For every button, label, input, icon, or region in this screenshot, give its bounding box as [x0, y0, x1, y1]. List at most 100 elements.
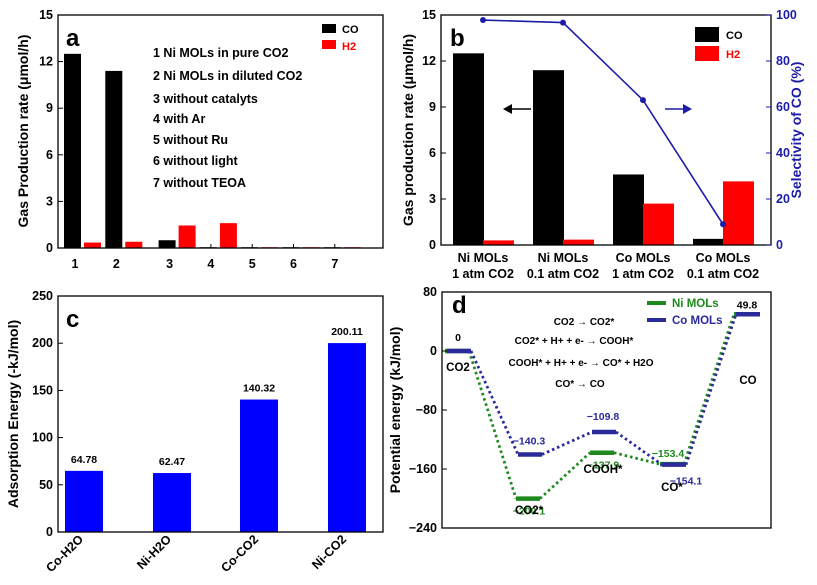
panel-d-ni-mols-connector — [682, 313, 736, 465]
panel-c-y-tick-label: 50 — [39, 478, 53, 492]
panel-b-bar-co-1 — [453, 53, 484, 246]
panel-a-legend-co-label: CO — [342, 24, 359, 36]
panel-b-x-tick-label-line2: 0.1 atm CO2 — [687, 267, 759, 281]
panel-a-bar-h2-4 — [219, 223, 237, 248]
panel-a-x-tick-label: 6 — [290, 257, 297, 271]
panel-b-x-tick-label-line1: Ni MOLs — [538, 251, 589, 265]
panel-a-y-axis: 0 3 6 9 12 15 — [39, 8, 63, 255]
panel-c-y-tick-label: 200 — [32, 336, 53, 350]
panel-b-left-y-axis: 0 3 6 9 12 15 — [422, 8, 446, 252]
panel-b-legend-co-label: CO — [726, 30, 743, 42]
panel-a-note-5: 5 without Ru — [153, 133, 228, 147]
panel-d-state-label: CO2* — [515, 505, 544, 517]
panel-a-bar-co-3 — [158, 240, 176, 248]
panel-b-bar-h2-2 — [563, 239, 594, 245]
panel-b-right-y-tick-label: 40 — [776, 146, 790, 160]
panel-c-y-axis-title: Adsorption Energy (-kJ/mol) — [5, 320, 21, 508]
panel-a-note-3: 3 without catalyts — [153, 92, 258, 106]
panel-a-note-7: 7 without TEOA — [153, 176, 246, 190]
panel-b-right-y-axis-title: Selectivity of CO (%) — [788, 62, 804, 199]
panel-a-x-tick-label: 7 — [331, 257, 338, 271]
panel-b-y-tick-label: 15 — [422, 8, 436, 22]
panel-d-ni-mols-connector — [467, 350, 518, 499]
panel-b-selectivity-line — [482, 19, 724, 225]
panel-a-bar-h2-2 — [125, 241, 143, 248]
panel-c-bar-2 — [153, 473, 191, 532]
panel-d-plot-area: 0 −200.1 −137.9 −153.4 49.8 −140.3 −109.8 −154.… — [445, 299, 760, 518]
panel-c-x-tick-label: Ni-CO2 — [309, 532, 349, 572]
panel-d-energy-label: −137.9 — [587, 460, 620, 472]
panel-a-plot-area — [64, 53, 361, 249]
panel-a-bar-co-2 — [105, 70, 123, 248]
panel-c-y-tick-label: 0 — [46, 525, 53, 539]
panel-c-bar-value-label: 64.78 — [71, 454, 97, 466]
panel-c-frame — [57, 295, 384, 533]
panel-c-x-axis: Co-H2O Ni-H2O Co-CO2 Ni-CO2 — [43, 532, 349, 575]
panel-b-y-tick-label: 6 — [429, 146, 436, 160]
panel-d-energy-label: −140.3 — [513, 435, 546, 447]
panel-a-x-tick-label: 3 — [166, 257, 173, 271]
panel-a-x-axis: 1 2 3 4 5 6 7 — [72, 244, 338, 271]
panel-c-bar-value-label: 200.11 — [331, 326, 363, 338]
panel-a-bar-h2-3 — [178, 225, 196, 248]
panel-d-legend-ni-label: Ni MOLs — [672, 298, 719, 310]
panel-b-legend-h2-swatch — [695, 46, 719, 61]
panel-d-energy-label: −200.1 — [513, 506, 546, 518]
panel-d-reaction-4: CO* → CO — [555, 379, 605, 390]
panel-a-y-axis-title: Gas Production rate (μmol/h) — [15, 35, 31, 228]
panel-a-note-2: 2 Ni MOLs in diluted CO2 — [153, 69, 302, 83]
panel-c-letter: c — [66, 306, 79, 333]
panel-b-right-y-tick-label: 80 — [776, 54, 790, 68]
panel-b-selectivity-point-3 — [640, 97, 646, 104]
panel-c-x-tick-label: Co-CO2 — [218, 532, 261, 575]
panel-d-co-mols-connector — [541, 430, 593, 456]
panel-b-bar-h2-1 — [483, 240, 514, 245]
panel-b-selectivity-point-2 — [560, 19, 566, 26]
panel-b-x-tick-label-line1: Ni MOLs — [458, 251, 509, 265]
panel-b-x-tick-label-line1: Co MOLs — [616, 251, 671, 265]
panel-d-state-label: CO2 — [446, 362, 470, 374]
panel-d-letter: d — [452, 292, 467, 319]
panel-c-bar-4 — [328, 343, 366, 532]
panel-b-bar-co-4 — [693, 238, 724, 245]
panel-b-bar-h2-4 — [723, 181, 754, 245]
panel-b-x-tick-label-line2: 1 atm CO2 — [452, 267, 514, 281]
panel-c-bar-value-label: 140.32 — [243, 383, 275, 395]
panel-d-energy-label: 0 — [455, 332, 461, 344]
panel-a-letter: a — [66, 25, 80, 52]
panel-a-y-tick-label: 3 — [46, 194, 53, 208]
panel-c-x-tick-label: Ni-H2O — [134, 532, 174, 572]
panel-b-frame — [440, 14, 772, 246]
panel-a-x-tick-label: 2 — [113, 257, 120, 271]
panel-b-y-tick-label: 9 — [429, 100, 436, 114]
panel-a-x-tick-label: 4 — [207, 257, 214, 271]
panel-d-reaction-2: CO2* + H+ + e- → COOH* — [515, 336, 634, 347]
panel-b-right-y-tick-label: 0 — [776, 238, 783, 252]
panel-a-y-tick-label: 15 — [39, 8, 53, 22]
panel-a-x-tick-label: 1 — [72, 257, 79, 271]
panel-d-ni-mols-connector — [613, 451, 661, 466]
panel-b-letter: b — [450, 25, 465, 52]
panel-c-y-tick-label: 100 — [32, 431, 53, 445]
panel-d-energy-label: −154.1 — [670, 476, 703, 488]
panel-c-plot-area: 64.78 62.47 140.32 200.11 — [65, 326, 366, 532]
panel-d-energy-label: 49.8 — [737, 299, 758, 311]
panel-b-left-axis-arrowhead — [503, 104, 512, 114]
panel-d-co-mols-connector — [469, 350, 520, 456]
panel-b-legend-h2-label: H2 — [726, 49, 740, 61]
panel-b: b 0 3 6 9 12 15 0 20 40 60 80 100 Ni MOLs 1 atm CO2… — [400, 8, 804, 281]
panel-b-right-y-tick-label: 20 — [776, 192, 790, 206]
panel-a-y-tick-label: 6 — [46, 148, 53, 162]
panel-a-y-tick-label: 0 — [46, 241, 53, 255]
panel-c-y-tick-label: 150 — [32, 383, 53, 397]
panel-d-y-tick-label: 80 — [423, 285, 437, 299]
panel-a-legend-h2-swatch — [322, 40, 336, 49]
panel-d-energy-label: −153.4 — [652, 448, 685, 460]
panel-c-bar-value-label: 62.47 — [159, 456, 185, 468]
panel-d-co-mols-connector — [684, 313, 738, 466]
panel-d-ni-mols-connector — [539, 451, 591, 500]
panel-d-y-tick-label: −80 — [416, 403, 437, 417]
panel-a-bar-h2-1 — [84, 242, 101, 248]
